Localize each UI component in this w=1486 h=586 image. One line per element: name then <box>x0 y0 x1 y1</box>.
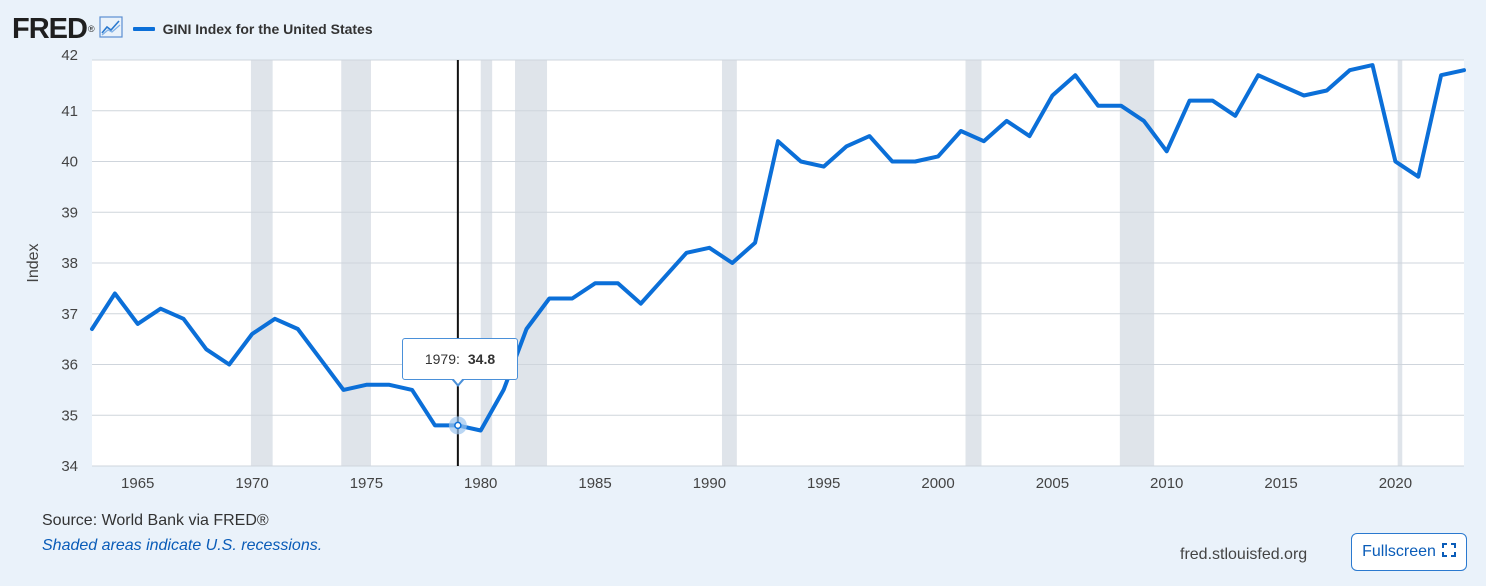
legend-series-label: GINI Index for the United States <box>162 21 373 37</box>
x-tick-label: 1995 <box>807 475 840 492</box>
x-tick-label: 2015 <box>1264 475 1297 492</box>
fred-logo-registered-mark: ® <box>87 24 95 34</box>
x-tick-label: 2020 <box>1379 475 1412 492</box>
data-tooltip: 1979: 34.8 <box>402 338 518 380</box>
chart-legend[interactable]: GINI Index for the United States <box>132 21 373 37</box>
y-tick-label: 36 <box>61 357 78 374</box>
x-axis-ticks: 1965 1970 1975 1980 1985 1990 1995 2000 2005 2010… <box>121 475 1412 492</box>
y-tick-label: 38 <box>61 255 78 272</box>
x-tick-label: 1990 <box>693 475 726 492</box>
x-tick-label: 1975 <box>350 475 383 492</box>
y-axis-ticks: 34 35 36 37 38 39 40 41 42 <box>61 47 78 475</box>
recession-note: Shaded areas indicate U.S. recessions. <box>42 537 323 554</box>
chart-header: FRED ® GINI Index for the United States <box>12 12 373 46</box>
gridlines <box>92 59 1464 467</box>
expand-icon <box>1441 542 1456 562</box>
site-url[interactable]: fred.stlouisfed.org <box>1180 546 1308 563</box>
x-tick-label: 2005 <box>1036 475 1069 492</box>
x-tick-label: 2000 <box>921 475 954 492</box>
fullscreen-button[interactable]: Fullscreen <box>1351 533 1467 571</box>
x-tick-label: 2010 <box>1150 475 1183 492</box>
source-note: Source: World Bank via FRED® <box>42 512 269 529</box>
y-tick-label: 34 <box>61 458 78 475</box>
y-axis-label: Index <box>25 243 42 282</box>
x-tick-label: 1985 <box>578 475 611 492</box>
fred-logo[interactable]: FRED <box>12 12 88 45</box>
tooltip-value: 34.8 <box>467 351 496 367</box>
x-tick-label: 1980 <box>464 475 497 492</box>
series-layer <box>90 63 1466 433</box>
tooltip-year: 1979: <box>424 351 460 367</box>
x-tick-label: 1970 <box>235 475 268 492</box>
y-tick-label: 37 <box>61 306 78 323</box>
highlight-layer <box>448 416 467 435</box>
x-tick-label: 1965 <box>121 475 154 492</box>
y-tick-label: 39 <box>61 204 78 221</box>
legend-swatch <box>132 27 155 31</box>
fullscreen-label: Fullscreen <box>1362 543 1436 560</box>
series-line[interactable] <box>90 63 1466 433</box>
chart-line-icon[interactable] <box>98 15 123 43</box>
y-tick-label: 40 <box>61 154 78 171</box>
highlight-point[interactable] <box>454 421 462 430</box>
y-tick-label: 42 <box>61 47 78 64</box>
y-tick-label: 41 <box>61 103 78 120</box>
y-tick-label: 35 <box>61 407 78 424</box>
tooltip-arrow-inner <box>453 378 463 384</box>
